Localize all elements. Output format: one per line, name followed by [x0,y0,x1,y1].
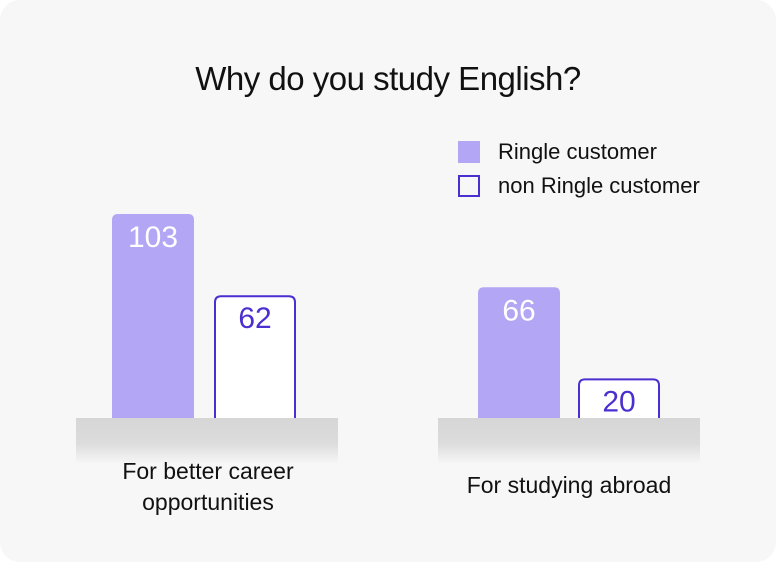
bar-ringle-customer [112,214,194,418]
legend-label: Ringle customer [498,139,657,164]
bar-non-ringle-customer [214,295,296,418]
legend: Ringle customer non Ringle customer [458,139,700,208]
category-label-career: For better career opportunities [122,458,294,515]
bar-value-label: 103 [128,221,178,254]
baseline-platform [438,418,700,464]
legend-item-non-ringle-customer: non Ringle customer [458,173,700,198]
legend-swatch-filled [458,141,480,163]
category-label-abroad: For studying abroad [466,472,672,498]
bar-value-label: 62 [238,302,271,335]
chart-title: Why do you study English? [195,60,581,97]
legend-label: non Ringle customer [498,173,700,198]
legend-swatch-outline [458,175,480,197]
baseline-platform [76,418,338,464]
bar-ringle-customer [478,287,560,418]
legend-item-ringle-customer: Ringle customer [458,139,700,164]
bar-value-label: 20 [602,385,635,418]
bar-value-label: 66 [502,294,535,327]
bar-non-ringle-customer [578,378,660,418]
